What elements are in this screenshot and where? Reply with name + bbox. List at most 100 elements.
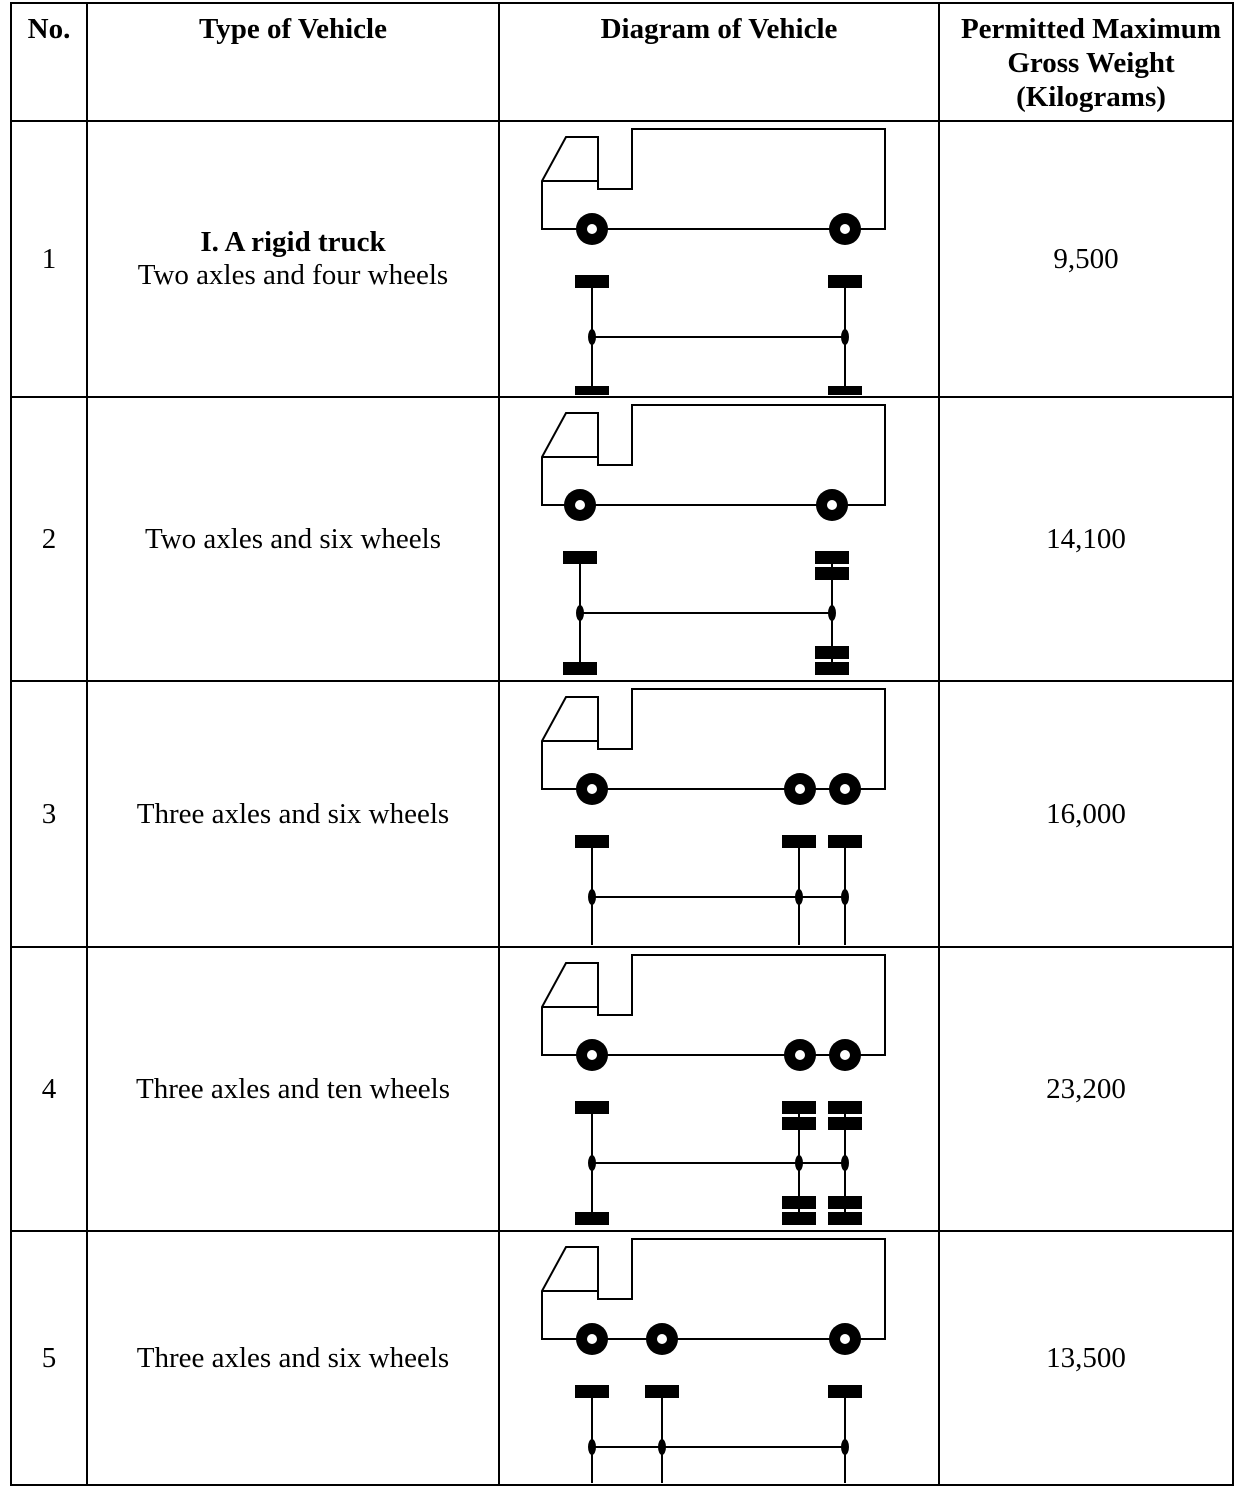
hub: [840, 224, 850, 234]
tire: [815, 646, 849, 659]
cell-diagram: [498, 946, 940, 1232]
hub: [587, 1334, 597, 1344]
tire: [782, 835, 816, 848]
tire: [828, 1196, 862, 1209]
axle-hub: [828, 605, 836, 621]
tire: [563, 662, 597, 675]
cell-type: I. A rigid truck Two axles and four wheel…: [86, 120, 500, 398]
hub: [840, 1334, 850, 1344]
hub: [587, 1050, 597, 1060]
axle-hub: [795, 1155, 803, 1171]
table-row: 3 Three axles and six wheels 16,000: [10, 680, 1234, 948]
header-no: No.: [10, 2, 88, 122]
header-row: No. Type of Vehicle Diagram of Vehicle P…: [10, 2, 1234, 122]
cell-weight: 16,000: [938, 680, 1234, 948]
hub: [840, 784, 850, 794]
table-body: 1 I. A rigid truck Two axles and four whee…: [10, 120, 1234, 1486]
vehicle-diagram: [541, 688, 886, 945]
tire: [828, 835, 862, 848]
tire: [645, 1385, 679, 1398]
cell-no: 5: [10, 1230, 88, 1486]
tire: [828, 1385, 862, 1398]
truck-body: [541, 954, 886, 1056]
cell-diagram: [498, 1230, 940, 1486]
tire: [828, 275, 862, 288]
cell-type: Two axles and six wheels: [86, 396, 500, 682]
tire: [563, 551, 597, 564]
axle-hub: [588, 1439, 596, 1455]
tire: [828, 1212, 862, 1225]
vehicle-diagram: [541, 1238, 886, 1483]
table-row: 1 I. A rigid truck Two axles and four whee…: [10, 120, 1234, 398]
axle-hub: [658, 1439, 666, 1455]
cell-type: Three axles and ten wheels: [86, 946, 500, 1232]
axle-hub: [588, 1155, 596, 1171]
vehicle-type: Three axles and six wheels: [136, 797, 450, 830]
tire: [782, 1101, 816, 1114]
cell-weight: 13,500: [938, 1230, 1234, 1486]
cell-weight: 9,500: [938, 120, 1234, 398]
tire: [828, 386, 862, 395]
tire: [782, 1117, 816, 1130]
cell-diagram: [498, 120, 940, 398]
vehicle-diagram: [541, 128, 886, 395]
cell-diagram: [498, 396, 940, 682]
tire: [782, 1212, 816, 1225]
hub: [840, 1050, 850, 1060]
hub: [795, 784, 805, 794]
cell-no: 1: [10, 120, 88, 398]
truck-body: [541, 1238, 886, 1340]
hub: [575, 500, 585, 510]
tire: [575, 1101, 609, 1114]
axle-hub: [588, 329, 596, 345]
axle-hub: [795, 889, 803, 905]
vehicle-type: Two axles and six wheels: [145, 522, 441, 555]
tire: [815, 662, 849, 675]
header-type: Type of Vehicle: [86, 2, 500, 122]
tire: [815, 551, 849, 564]
vehicle-category: I. A rigid truck: [200, 226, 386, 258]
axle-hub: [841, 1155, 849, 1171]
cell-no: 2: [10, 396, 88, 682]
tire: [575, 1385, 609, 1398]
axle-hub: [841, 1439, 849, 1455]
hub: [587, 784, 597, 794]
hub: [587, 224, 597, 234]
cell-weight: 23,200: [938, 946, 1234, 1232]
vehicle-type: Three axles and ten wheels: [135, 1072, 451, 1105]
tire: [575, 835, 609, 848]
table-row: 5 Three axles and six wheels 13,500: [10, 1230, 1234, 1486]
vehicle-diagram: [541, 404, 886, 675]
vehicle-table: No. Type of Vehicle Diagram of Vehicle P…: [10, 2, 1234, 1486]
cell-no: 4: [10, 946, 88, 1232]
truck-body: [541, 404, 886, 506]
tire: [782, 1196, 816, 1209]
vehicle-diagram: [541, 954, 886, 1225]
hub: [657, 1334, 667, 1344]
cell-weight: 14,100: [938, 396, 1234, 682]
truck-body: [541, 128, 886, 230]
tire: [575, 1212, 609, 1225]
tire: [575, 275, 609, 288]
cell-type: Three axles and six wheels: [86, 680, 500, 948]
axle-hub: [841, 329, 849, 345]
tire: [815, 567, 849, 580]
vehicle-type: Two axles and four wheels: [137, 259, 449, 291]
axle-hub: [841, 889, 849, 905]
header-diagram: Diagram of Vehicle: [498, 2, 940, 122]
header-weight: Permitted Maximum Gross Weight (Kilogram…: [938, 2, 1234, 122]
cell-type: Three axles and six wheels: [86, 1230, 500, 1486]
tire: [828, 1117, 862, 1130]
axle-hub: [576, 605, 584, 621]
cell-no: 3: [10, 680, 88, 948]
vehicle-type: Three axles and six wheels: [136, 1341, 450, 1374]
table-row: 2 Two axles and six wheels 14,100: [10, 396, 1234, 682]
table-row: 4 Three axles and ten wheels 23,200: [10, 946, 1234, 1232]
truck-body: [541, 688, 886, 790]
hub: [795, 1050, 805, 1060]
tire: [575, 386, 609, 395]
hub: [827, 500, 837, 510]
axle-hub: [588, 889, 596, 905]
tire: [828, 1101, 862, 1114]
